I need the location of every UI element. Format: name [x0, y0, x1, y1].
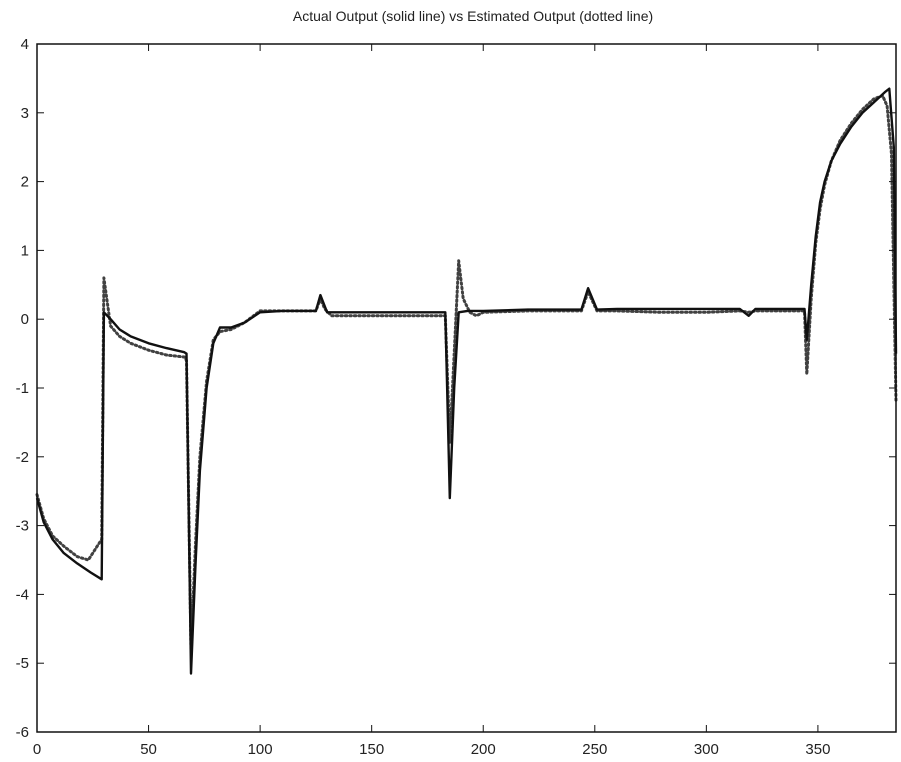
y-tick-label: 2	[21, 174, 29, 191]
x-tick-label: 200	[471, 741, 496, 758]
y-tick-label: 4	[21, 36, 29, 53]
x-tick-label: 0	[33, 741, 41, 758]
y-tick-label: -4	[16, 586, 29, 603]
y-tick-label: -1	[16, 380, 29, 397]
y-tick-label: 3	[21, 105, 29, 122]
y-tick-label: -6	[16, 724, 29, 741]
x-tick-label: 100	[248, 741, 273, 758]
tick-label-layer: 0 50 100 150 200 250 300 350 -6 -5 -4 -3 -2 -1 0 1 2 3 4	[16, 36, 831, 758]
chart-title: Actual Output (solid line) vs Estimated …	[293, 8, 653, 24]
estimated-output-line	[35, 94, 898, 651]
x-tick-label: 350	[805, 741, 830, 758]
y-tick-label: -2	[16, 449, 29, 466]
tick-layer	[36, 43, 896, 733]
x-tick-label: 50	[140, 741, 157, 758]
y-tick-label: 1	[21, 242, 29, 259]
x-tick-label: 150	[359, 741, 384, 758]
x-tick-label: 250	[582, 741, 607, 758]
y-tick-label: -5	[16, 655, 29, 672]
x-tick-label: 300	[694, 741, 719, 758]
series-layer	[35, 87, 898, 675]
y-tick-label: -3	[16, 518, 29, 535]
plot-frame	[36, 43, 897, 733]
y-tick-label: 0	[21, 311, 29, 328]
